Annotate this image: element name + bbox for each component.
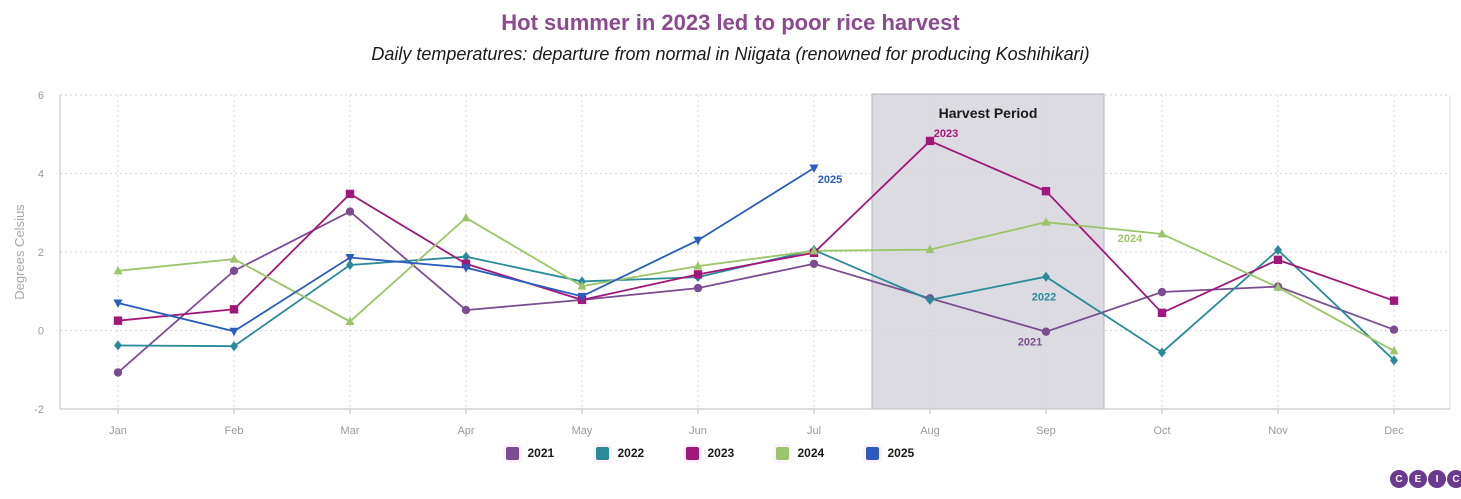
data-point-2024	[1157, 228, 1167, 238]
logo-letter: C	[1447, 470, 1461, 488]
data-point-2025	[809, 164, 819, 174]
chart-subtitle: Daily temperatures: departure from norma…	[371, 44, 1090, 64]
legend-swatch	[505, 446, 519, 460]
data-point-2022	[114, 340, 122, 351]
legend-label: 2021	[527, 446, 555, 460]
data-point-2021	[113, 368, 123, 377]
data-point-2022	[926, 294, 934, 305]
chart-title: Hot summer in 2023 led to poor rice harv…	[501, 10, 960, 35]
data-point-2023	[113, 316, 123, 325]
legend-swatch	[595, 446, 609, 460]
legend-label: 2024	[797, 446, 825, 460]
series-label-2024: 2024	[1118, 233, 1143, 245]
series-label-2023: 2023	[934, 128, 958, 140]
legend-item-2025[interactable]: 2025	[865, 446, 956, 460]
x-tick-label: Oct	[1153, 425, 1170, 437]
logo-letter: C	[1390, 470, 1408, 488]
data-point-2024	[1041, 217, 1051, 226]
legend-swatch	[775, 446, 789, 460]
data-point-2024	[693, 261, 703, 270]
series-label-2025: 2025	[818, 174, 842, 186]
legend-label: 2023	[707, 446, 735, 460]
legend-item-2024[interactable]: 2024	[775, 446, 866, 460]
series-line-2021	[117, 210, 1395, 374]
data-point-2025	[345, 253, 355, 263]
data-point-2022	[1274, 245, 1282, 256]
line-chart: Harvest Period -2 0 2 4 6 Jan Feb Mar Apr May Jun Ju…	[12, 90, 1451, 437]
y-axis-title: Degrees Celsius	[12, 204, 27, 300]
data-point-2023	[693, 270, 703, 279]
legend-swatch	[685, 446, 699, 460]
x-tick-label: Apr	[457, 425, 474, 437]
x-tick-label: Nov	[1268, 425, 1288, 437]
data-point-2023	[1041, 186, 1051, 196]
logo-letter: E	[1409, 470, 1427, 488]
data-point-2021	[345, 207, 355, 216]
legend-swatch	[865, 446, 879, 460]
data-point-2024	[461, 212, 471, 222]
data-point-2023	[1273, 255, 1283, 265]
x-tick-label: Sep	[1036, 425, 1056, 437]
data-point-2021	[1157, 287, 1167, 297]
legend-item-2022[interactable]: 2022	[595, 446, 686, 460]
x-tick-label: Feb	[225, 425, 244, 437]
data-point-2022	[1042, 271, 1050, 282]
data-point-2023	[345, 189, 355, 199]
y-tick-label: 6	[38, 90, 44, 102]
data-point-2022	[462, 251, 470, 262]
data-point-2023	[1157, 308, 1167, 318]
data-point-2021	[461, 305, 471, 315]
data-point-2024	[577, 281, 587, 290]
data-point-2025	[229, 327, 239, 337]
data-point-2023	[1389, 296, 1399, 305]
legend-label: 2022	[617, 446, 645, 460]
data-point-2025	[693, 236, 703, 246]
x-tick-label: Aug	[920, 425, 940, 437]
y-tick-label: 0	[38, 326, 44, 338]
data-point-2024	[809, 245, 819, 255]
legend-item-2021[interactable]: 2021	[505, 446, 596, 460]
y-tick-label: 2	[38, 247, 44, 259]
data-point-2022	[1390, 355, 1398, 366]
data-point-2021	[1389, 325, 1399, 334]
x-tick-label: Mar	[341, 425, 360, 437]
x-tick-label: Jan	[109, 425, 127, 437]
y-tick-label: -2	[34, 404, 44, 416]
x-tick-label: Jul	[807, 425, 821, 437]
data-point-2022	[230, 341, 238, 352]
data-point-2024	[113, 265, 123, 275]
data-point-2021	[229, 266, 239, 276]
series-label-2022: 2022	[1032, 292, 1056, 304]
x-tick-label: Jun	[689, 425, 707, 437]
data-point-2024	[1273, 282, 1283, 291]
x-tick-label: May	[572, 425, 593, 437]
data-point-2021	[693, 283, 703, 293]
data-point-2024	[345, 316, 355, 325]
legend-label: 2025	[887, 446, 915, 460]
series-label-2021: 2021	[1018, 337, 1042, 349]
x-tick-label: Dec	[1384, 425, 1404, 437]
data-point-2025	[577, 292, 587, 302]
logo-letter: I	[1428, 470, 1446, 488]
data-point-2022	[1158, 347, 1166, 358]
series-line-2024	[117, 216, 1395, 352]
data-point-2022	[346, 259, 354, 270]
series-line-2022	[117, 248, 1395, 361]
data-point-2021	[809, 259, 819, 268]
data-point-2024	[925, 244, 935, 254]
data-point-2025	[461, 264, 471, 273]
data-point-2023	[461, 259, 471, 268]
legend: 2021 2022 2023 2024 2025	[0, 446, 1461, 460]
data-point-2024	[229, 254, 239, 263]
data-point-2023	[229, 305, 239, 314]
legend-item-2023[interactable]: 2023	[685, 446, 776, 460]
series-line-2023	[117, 139, 1395, 322]
data-point-2024	[1389, 345, 1399, 355]
data-point-2021	[1041, 327, 1051, 336]
harvest-period-label: Harvest Period	[939, 105, 1038, 121]
data-point-2023	[925, 136, 935, 146]
y-tick-label: 4	[38, 169, 44, 181]
data-point-2025	[113, 299, 123, 309]
